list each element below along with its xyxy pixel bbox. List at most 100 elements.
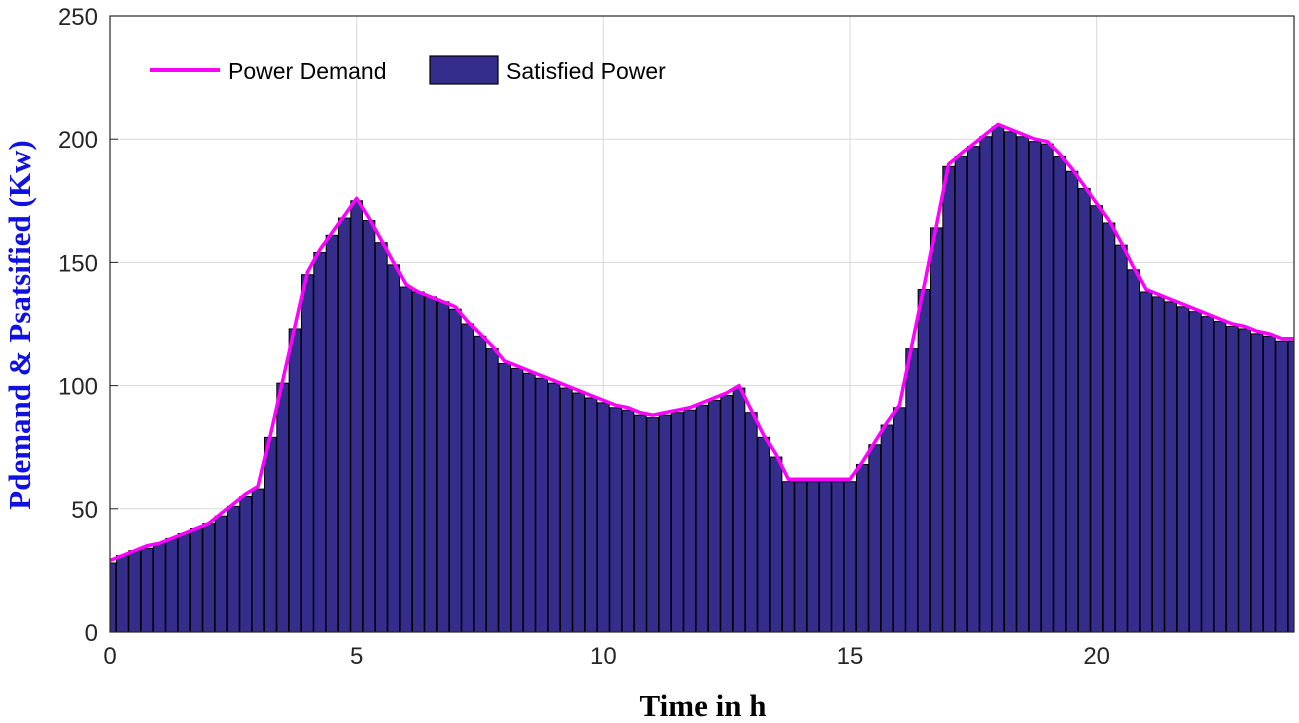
bar-satisfied <box>1287 340 1295 633</box>
bar-satisfied <box>1065 170 1079 633</box>
bar-satisfied <box>621 409 635 633</box>
bar-satisfied <box>744 412 758 633</box>
bar-satisfied <box>991 126 1005 633</box>
bar-satisfied <box>510 367 524 633</box>
bar-satisfied <box>1077 187 1091 633</box>
bar-satisfied <box>1114 244 1128 633</box>
bar-satisfied <box>473 335 487 633</box>
x-tick-label: 5 <box>350 643 363 670</box>
legend-bar-swatch <box>429 55 499 85</box>
bar-satisfied <box>1238 328 1252 633</box>
bar-satisfied <box>1225 325 1239 633</box>
bar-satisfied <box>461 323 475 633</box>
bar-satisfied <box>954 155 968 633</box>
y-tick-labels: 0 50 100 150 200 250 <box>58 4 98 647</box>
bar-satisfied <box>1250 333 1264 633</box>
bar-satisfied <box>892 407 906 633</box>
bar-satisfied <box>683 409 697 633</box>
bar-satisfied <box>572 392 586 633</box>
legend-label-power-demand: Power Demand <box>228 58 387 84</box>
bar-satisfied <box>325 234 339 633</box>
bar-satisfied <box>1016 136 1030 633</box>
bar-satisfied <box>1102 222 1116 633</box>
x-tick-label: 0 <box>103 643 116 670</box>
bar-satisfied <box>337 217 351 633</box>
bar-satisfied <box>288 328 302 633</box>
bar-satisfied <box>547 382 561 633</box>
y-axis-title: Pdemand & Psatsified (Kw) <box>2 140 37 509</box>
bar-satisfied <box>1201 316 1215 633</box>
bar-satisfied <box>1028 141 1042 633</box>
line-power-demand <box>109 122 1294 563</box>
bar-satisfied <box>239 495 253 633</box>
bar-satisfied <box>152 542 166 633</box>
bar-satisfied <box>732 387 746 633</box>
x-tick-label: 15 <box>837 643 864 670</box>
bar-satisfied <box>670 412 684 633</box>
bar-satisfied <box>109 562 117 633</box>
bar-satisfied <box>128 550 142 633</box>
bar-satisfied <box>979 136 993 633</box>
bar-satisfied <box>263 436 277 633</box>
legend: Power Demand Satisfied Power <box>150 55 666 85</box>
bar-satisfied <box>387 264 401 633</box>
y-tick-label: 150 <box>58 250 98 277</box>
bar-satisfied <box>1176 306 1190 633</box>
bar-satisfied <box>448 308 462 633</box>
bar-satisfied <box>202 523 216 633</box>
bar-satisfied <box>633 414 647 633</box>
bar-satisfied <box>1213 321 1227 633</box>
bar-satisfied <box>843 481 857 633</box>
bar-satisfied <box>165 537 179 633</box>
bar-satisfied <box>831 481 845 633</box>
x-tick-labels: 0 5 10 15 20 <box>103 643 1110 670</box>
bar-satisfied <box>522 372 536 633</box>
bar-satisfied <box>609 407 623 633</box>
bar-satisfied <box>905 348 919 633</box>
bar-satisfied <box>399 286 413 633</box>
bar-satisfied <box>868 444 882 633</box>
x-axis-title: Time in h <box>640 688 767 723</box>
bar-satisfied <box>757 436 771 633</box>
x-tick-label: 10 <box>590 643 617 670</box>
bar-satisfied <box>942 165 956 633</box>
bar-satisfied <box>707 399 721 633</box>
bar-satisfied <box>189 528 203 633</box>
bar-satisfied <box>485 348 499 633</box>
y-tick-label: 0 <box>85 620 98 647</box>
bar-satisfied <box>1188 311 1202 633</box>
bar-satisfied <box>1151 296 1165 633</box>
bar-satisfied <box>917 289 931 633</box>
bar-satisfied <box>1275 340 1289 633</box>
bar-satisfied <box>929 227 943 633</box>
bar-satisfied <box>276 382 290 633</box>
bar-satisfied <box>350 200 364 633</box>
bar-satisfied <box>535 377 549 633</box>
demand-polyline <box>109 122 1294 563</box>
y-tick-label: 200 <box>58 127 98 154</box>
bar-satisfied <box>177 532 191 633</box>
bar-satisfied <box>880 424 894 633</box>
bar-satisfied <box>313 252 327 633</box>
bar-satisfied <box>559 387 573 633</box>
bar-satisfied <box>1262 335 1276 633</box>
bar-satisfied <box>1040 143 1054 633</box>
bar-satisfied <box>226 505 240 633</box>
bar-satisfied <box>374 242 388 633</box>
bar-satisfied <box>1127 269 1141 633</box>
bar-satisfied <box>658 414 672 633</box>
legend-label-satisfied-power: Satisfied Power <box>506 58 666 84</box>
bar-satisfied <box>300 274 314 633</box>
bar-satisfied <box>115 555 129 633</box>
bar-satisfied <box>769 456 783 633</box>
bar-satisfied <box>214 515 228 633</box>
bars-satisfied-power <box>109 126 1295 633</box>
bar-satisfied <box>966 146 980 633</box>
bar-satisfied <box>781 481 795 633</box>
bar-satisfied <box>584 397 598 633</box>
bar-satisfied <box>596 402 610 633</box>
bar-satisfied <box>855 463 869 633</box>
bar-satisfied <box>818 481 832 633</box>
bar-satisfied <box>362 220 376 633</box>
